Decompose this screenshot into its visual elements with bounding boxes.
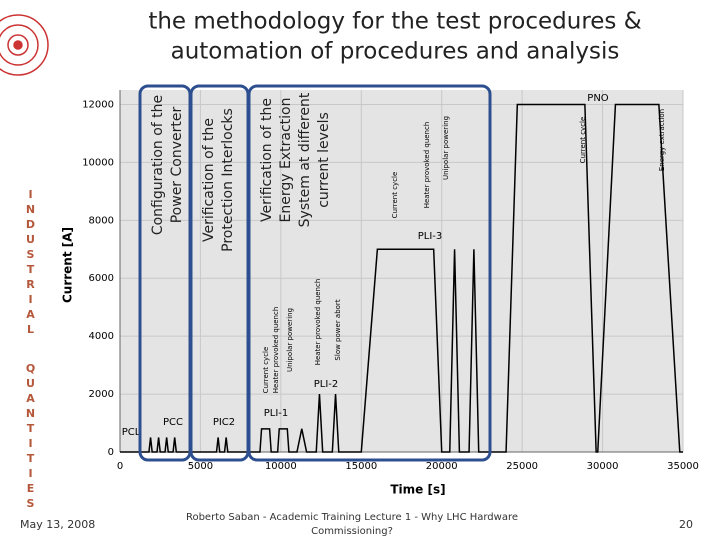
annotation: Heater provoked quench: [423, 122, 431, 209]
date: May 13, 2008: [20, 518, 95, 531]
annotation: PIC2: [213, 417, 235, 428]
box-text: System at different: [297, 92, 313, 227]
slide-title: automation of procedures and analysis: [171, 39, 620, 65]
data-line: [120, 103, 683, 453]
box-text: Verification of the: [259, 98, 275, 222]
footer: Commissioning?: [311, 526, 393, 537]
annotation: Heater provoked quench: [314, 279, 322, 366]
annotation: Current cycle: [579, 117, 587, 164]
annotation: PLI-3: [418, 231, 443, 242]
y-axis-label: Current [A]: [61, 227, 75, 303]
x-tick-label: 30000: [587, 461, 619, 472]
box-text: Energy Extraction: [278, 98, 294, 223]
annotation: PLI-2: [314, 379, 339, 390]
x-tick-label: 15000: [345, 461, 377, 472]
plot-area: [120, 90, 683, 452]
y-tick-label: 8000: [89, 215, 114, 226]
annotation: PCC: [163, 417, 183, 428]
box-text: Verification of the: [201, 118, 217, 242]
x-axis-label: Time [s]: [390, 483, 445, 497]
page-number: 20: [679, 518, 693, 531]
y-tick-label: 2000: [89, 389, 114, 400]
method-box: [247, 84, 492, 462]
annotation: Unipolar powering: [442, 116, 450, 180]
annotation: Unipolar powering: [286, 308, 294, 372]
y-tick-label: 0: [108, 447, 114, 458]
annotation: PNO: [587, 93, 609, 104]
annotation: Current cycle: [262, 347, 270, 394]
x-tick-label: 25000: [506, 461, 538, 472]
footer: Roberto Saban - Academic Training Lectur…: [186, 512, 518, 523]
y-tick-label: 4000: [89, 331, 114, 342]
logo: [0, 14, 49, 76]
slide-title: the methodology for the test procedures …: [148, 9, 641, 35]
x-tick-label: 0: [117, 461, 123, 472]
box-text: Protection Interlocks: [220, 108, 236, 252]
box-text: current levels: [316, 112, 332, 208]
y-tick-label: 10000: [82, 157, 114, 168]
annotation: Current cycle: [391, 172, 399, 219]
y-tick-label: 6000: [89, 273, 114, 284]
annotation: Heater provoked quench: [272, 307, 280, 394]
annotation: Energy extraction: [658, 109, 666, 171]
x-tick-label: 20000: [426, 461, 458, 472]
annotation: PLI-1: [264, 408, 289, 419]
annotation: PCL: [122, 427, 141, 438]
y-tick-label: 12000: [82, 99, 114, 110]
box-text: Configuration of the: [150, 95, 166, 235]
box-text: Power Converter: [169, 107, 185, 224]
x-tick-label: 5000: [188, 461, 213, 472]
side-word: QUANTITIES: [24, 362, 37, 512]
x-tick-label: 35000: [667, 461, 699, 472]
x-tick-label: 10000: [265, 461, 297, 472]
side-word: INDUSTRIAL: [24, 188, 37, 338]
annotation: Slow power abort: [334, 299, 342, 360]
